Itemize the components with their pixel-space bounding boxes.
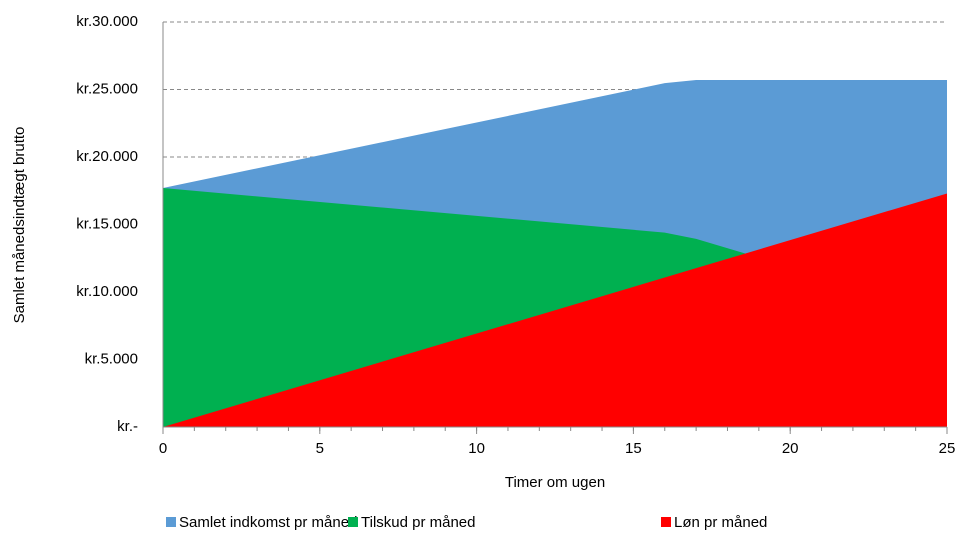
y-tick-label: kr.30.000 (76, 13, 138, 30)
legend-swatch (661, 517, 671, 527)
legend-label: Løn pr måned (674, 514, 767, 531)
y-tick-label: kr.10.000 (76, 283, 138, 300)
x-tick-label: 25 (939, 440, 956, 457)
area (163, 193, 947, 427)
y-tick-label: kr.5.000 (85, 350, 138, 367)
x-tick-label: 0 (159, 440, 167, 457)
x-axis-label: Timer om ugen (505, 474, 605, 491)
y-tick-label: kr.20.000 (76, 148, 138, 165)
x-tick-label: 15 (625, 440, 642, 457)
x-tick-label: 20 (782, 440, 799, 457)
legend-swatch (166, 517, 176, 527)
legend-swatch (348, 517, 358, 527)
y-tick-label: kr.- (117, 418, 138, 435)
legend-label: Samlet indkomst pr måned (179, 514, 357, 531)
legend-label: Tilskud pr måned (361, 514, 476, 531)
x-tick-label: 10 (468, 440, 485, 457)
x-tick-label: 5 (316, 440, 324, 457)
y-tick-label: kr.15.000 (76, 215, 138, 232)
y-tick-label: kr.25.000 (76, 80, 138, 97)
y-axis-label: Samlet månedsindtægt brutto (11, 127, 28, 324)
